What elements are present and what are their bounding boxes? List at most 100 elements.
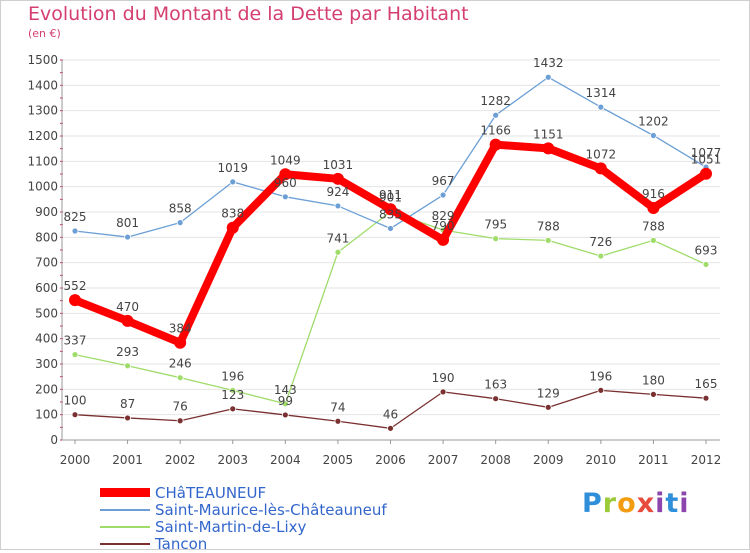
data-point [331,172,344,185]
data-label: 1031 [323,158,354,172]
data-label: 838 [221,207,244,221]
data-label: 1314 [586,86,617,100]
data-point [542,142,555,155]
data-point [229,178,237,186]
x-tick-label: 2012 [691,453,722,467]
data-label: 165 [695,377,718,391]
data-label: 163 [484,378,507,392]
data-point [702,261,710,268]
data-point [387,225,394,232]
data-point [594,162,607,175]
data-label: 180 [642,373,665,387]
data-label: 190 [432,371,455,385]
data-label: 967 [432,174,455,188]
y-tick-label: 1000 [27,180,58,194]
data-point [281,400,289,408]
y-tick-label: 300 [35,357,58,371]
data-label: 835 [379,207,402,221]
data-label: 196 [589,369,612,383]
x-tick-label: 2008 [480,453,511,467]
data-label: 1151 [533,127,564,141]
data-label: 246 [169,357,192,371]
x-tick-label: 2006 [375,453,406,467]
data-point [700,167,712,180]
data-label: 87 [120,397,135,411]
y-tick-label: 200 [35,382,58,396]
data-label: 693 [695,243,718,257]
data-point [279,168,292,181]
legend-label: Saint-Martin-de-Lixy [155,517,307,536]
data-label: 911 [379,188,402,202]
data-label: 825 [64,210,87,224]
data-label: 1282 [480,94,511,108]
data-point [647,201,660,214]
data-label: 726 [589,235,612,249]
y-tick-label: 1400 [27,78,58,92]
y-tick-label: 1500 [27,53,58,67]
y-tick-label: 1200 [27,129,58,143]
data-point [650,390,657,398]
data-point [281,193,289,201]
x-tick-label: 2000 [60,453,91,467]
data-point [597,386,605,394]
y-tick-label: 500 [35,306,58,320]
page-title: Evolution du Montant de la Dette par Hab… [28,3,469,25]
data-label: 99 [278,394,293,408]
data-label: 470 [116,300,139,314]
legend-swatch-chateauneuf [100,488,150,497]
data-point [226,221,239,234]
legend-item-saint-martin: Saint-Martin-de-Lixy [100,518,387,535]
data-point [229,386,237,394]
data-label: 76 [173,400,188,414]
data-label: 858 [169,202,192,216]
x-tick-label: 2004 [270,453,301,467]
data-point [334,417,342,425]
data-point [597,103,605,111]
data-label: 788 [642,219,665,233]
y-tick-label: 900 [35,205,58,219]
legend-label: CHâTEAUNEUF [155,483,267,502]
data-point [121,314,134,327]
data-point [489,138,502,151]
y-tick-label: 800 [35,230,58,244]
legend-item-saint-maurice: Saint-Maurice-lès-Châteauneuf [100,501,387,518]
data-label: 924 [326,185,349,199]
legend-swatch-tancon [100,542,150,545]
data-point [176,219,184,227]
data-label: 829 [432,209,455,223]
x-tick-label: 2003 [217,453,248,467]
line-chart: 0 100 200 300 400 500 600 700 800 900 1000 1100 1200… [27,53,722,467]
data-point [437,233,450,246]
data-label: 741 [326,231,349,245]
data-label: 916 [642,187,665,201]
data-label: 788 [537,219,560,233]
data-point [176,374,184,382]
data-point [334,202,342,210]
data-point [69,294,81,307]
y-tick-label: 100 [35,408,58,422]
data-point [71,227,79,235]
legend-label: Saint-Maurice-lès-Châteauneuf [155,500,387,519]
legend-swatch-saint-martin [100,525,150,528]
x-tick-label: 2009 [533,453,564,467]
data-label: 1166 [480,124,511,138]
x-tick-label: 2011 [638,453,669,467]
data-label: 960 [274,176,297,190]
data-point [702,394,710,402]
data-point [384,203,397,216]
data-point [492,395,500,403]
data-point [71,351,79,359]
data-label: 901 [379,191,402,205]
y-tick-label: 600 [35,281,58,295]
data-label: 552 [64,279,87,293]
data-point [439,388,447,396]
legend-item-chateauneuf: CHâTEAUNEUF [100,484,387,501]
data-label: 1077 [691,146,722,160]
legend-swatch-saint-maurice [100,508,150,511]
data-label: 384 [169,322,192,336]
x-tick-label: 2002 [165,453,196,467]
chart-subtitle: (en €) [28,27,61,40]
chart-legend: CHâTEAUNEUF Saint-Maurice-lès-Châteauneu… [100,484,387,552]
data-point [387,424,394,432]
data-point [544,403,552,411]
